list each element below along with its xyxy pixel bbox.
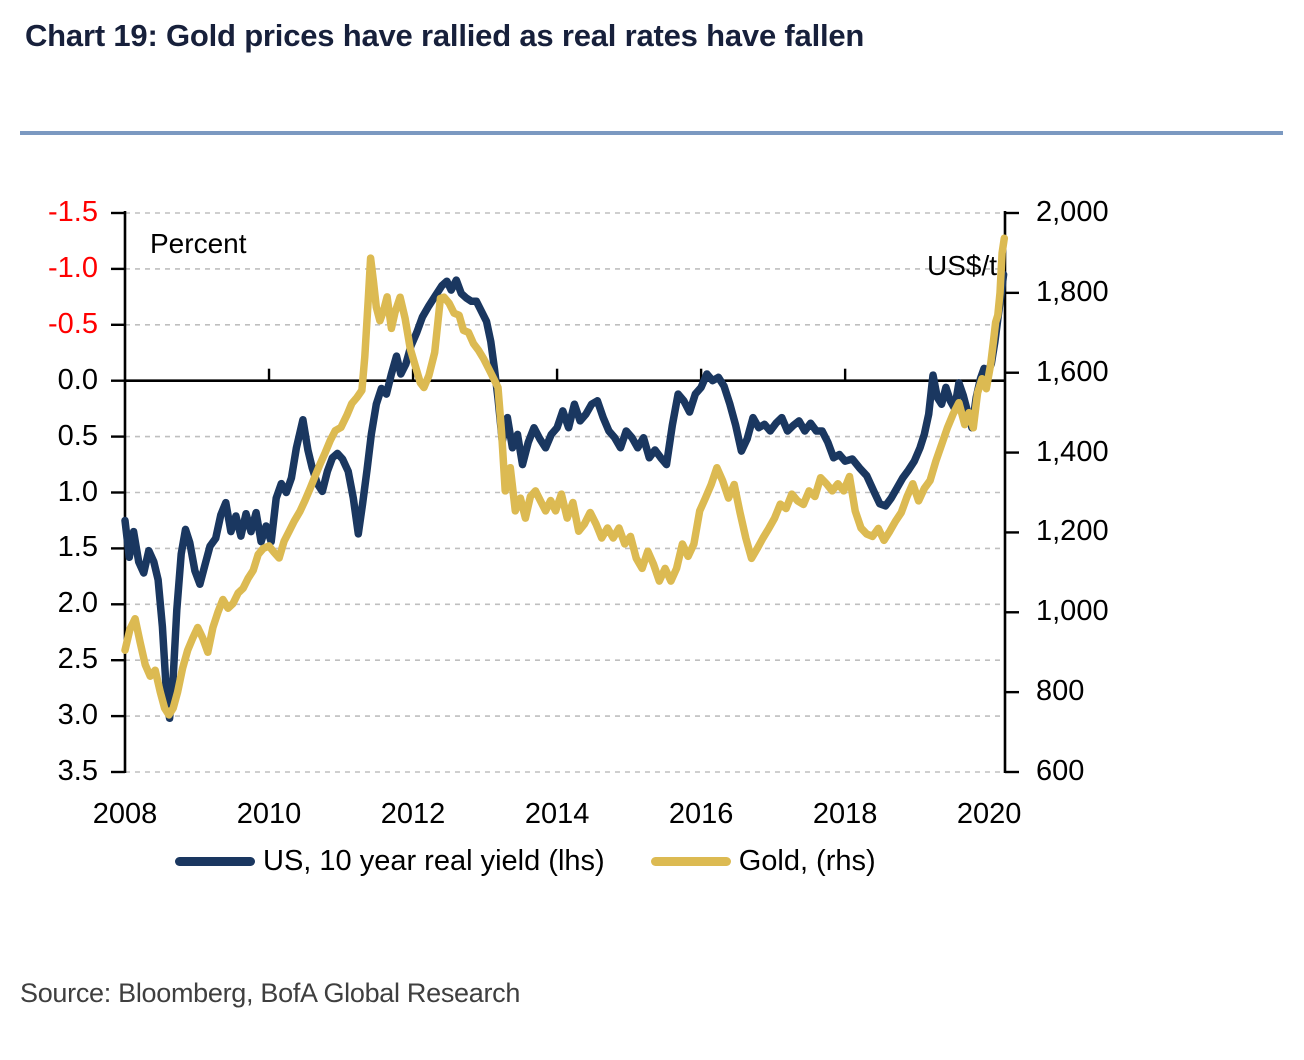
y-left-tick-label: 1.5: [57, 531, 98, 564]
y-left-tick-label: 0.5: [57, 419, 98, 452]
x-axis-tick-label: 2010: [236, 798, 302, 830]
x-axis-tick-label: 2014: [524, 798, 590, 830]
y-left-tick-label: 0.0: [57, 363, 98, 396]
y-right-tick-label: 1,000: [1036, 595, 1109, 628]
y-left-tick-label: 3.0: [57, 699, 98, 732]
y-right-tick-label: 1,600: [1036, 355, 1109, 388]
x-axis-tick-label: 2020: [956, 798, 1022, 830]
x-axis-tick-label: 2012: [380, 798, 446, 830]
y-left-tick-label: -1.0: [48, 251, 98, 284]
x-axis-tick-label: 2018: [812, 798, 878, 830]
gold-series-line: [121, 234, 1009, 719]
real-yield-series-line: [121, 270, 1008, 723]
y-left-tick-label: 1.0: [57, 475, 98, 508]
title-divider-rule: [20, 131, 1283, 135]
left-axis-unit-label: Percent: [150, 228, 247, 259]
y-left-tick-label: 3.5: [57, 755, 98, 787]
y-right-tick-label: 2,000: [1036, 196, 1109, 228]
legend-label-gold: Gold, (rhs): [738, 845, 876, 877]
legend-item-real-yield: US, 10 year real yield (lhs): [175, 845, 605, 878]
y-right-tick-label: 800: [1036, 675, 1085, 708]
legend-swatch-gold: [650, 857, 731, 866]
x-axis-tick-label: 2016: [668, 798, 734, 830]
y-left-tick-label: -1.5: [48, 196, 98, 228]
x-axis-tick-label: 2008: [92, 798, 158, 830]
y-right-tick-label: 1,400: [1036, 435, 1109, 468]
y-right-tick-label: 1,800: [1036, 275, 1109, 308]
y-right-tick-label: 600: [1036, 755, 1085, 787]
y-left-tick-label: 2.5: [57, 643, 98, 676]
legend-label-real-yield: US, 10 year real yield (lhs): [263, 845, 605, 877]
y-left-tick-label: 2.0: [57, 587, 98, 620]
source-attribution: Source: Bloomberg, BofA Global Research: [20, 978, 521, 1008]
legend-swatch-real-yield: [175, 857, 255, 866]
y-right-tick-label: 1,200: [1036, 515, 1109, 548]
chart-title: Chart 19: Gold prices have rallied as re…: [25, 18, 865, 53]
right-axis-unit-label: US$/t: [926, 250, 997, 281]
y-left-tick-label: -0.5: [48, 307, 98, 340]
legend-item-gold: Gold, (rhs): [650, 845, 876, 878]
legend: US, 10 year real yield (lhs) Gold, (rhs): [175, 845, 876, 878]
